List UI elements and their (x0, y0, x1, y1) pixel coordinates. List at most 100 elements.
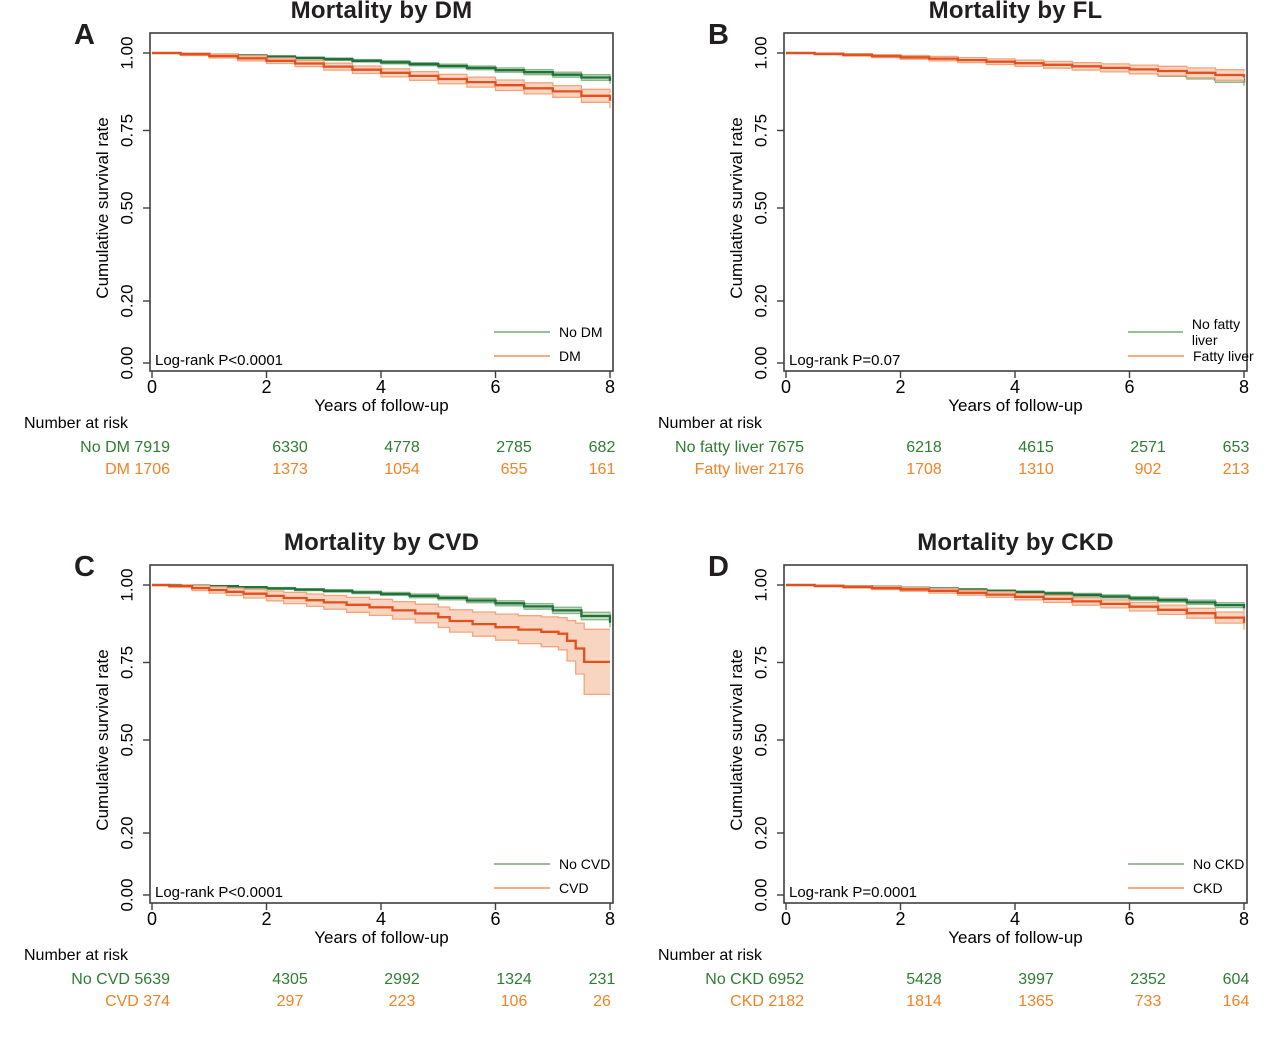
risk-count: 1373 (272, 461, 308, 478)
risk-row-label: CKD 2182 (730, 993, 804, 1010)
number-at-risk-table: Number at risk No DM 7919 6330 4778 2785 682… (0, 415, 634, 505)
x-axis-label: Years of follow-up (314, 928, 449, 947)
risk-count: 2571 (1130, 439, 1166, 456)
risk-count: 1708 (906, 461, 942, 478)
panel-mortality-by-ckd: D Mortality by CKD Cumulative survival r… (634, 513, 1268, 1026)
x-tick-label: 2 (895, 377, 905, 397)
x-tick-label: 2 (261, 909, 271, 929)
y-tick-label: 0.50 (117, 723, 136, 756)
panel-mortality-by-fl: B Mortality by FL Cumulative survival ra… (634, 0, 1268, 513)
km-plot: 0 2 4 6 8 0.00 0.20 0.50 0.75 1.00 (117, 564, 615, 929)
x-tick-label: 8 (1239, 377, 1249, 397)
x-tick-label: 8 (1239, 909, 1249, 929)
y-tick-label: 0.75 (751, 114, 770, 147)
y-tick-label: 0.75 (751, 646, 770, 679)
legend-line-green (1128, 863, 1184, 865)
panel-letter: C (74, 551, 95, 583)
legend-label: No DM (559, 324, 603, 340)
x-tick-label: 0 (147, 909, 157, 929)
legend-line-orange (494, 887, 550, 889)
risk-count: 1814 (906, 993, 942, 1010)
risk-row-label: CVD 374 (105, 993, 170, 1010)
panel-title: Mortality by CKD (917, 529, 1114, 556)
ci-band-orange (786, 53, 1244, 84)
risk-count: 604 (1222, 971, 1250, 988)
survival-curve-orange (786, 51, 1246, 78)
logrank-label: Log-rank P<0.0001 (155, 884, 284, 901)
y-tick-label: 0.20 (117, 284, 136, 317)
legend-label: No CKD (1193, 856, 1245, 872)
risk-row-label: No DM 7919 (80, 439, 170, 456)
legend-line-orange (1128, 887, 1184, 889)
risk-count: 5428 (906, 971, 942, 988)
legend: No CVD CVD (494, 852, 610, 900)
legend-row: DM (494, 344, 603, 368)
risk-count: 2352 (1130, 971, 1166, 988)
panel-letter: B (708, 19, 729, 51)
legend-label: No CVD (559, 856, 611, 872)
legend-line-green (494, 331, 550, 333)
risk-count: 1310 (1018, 461, 1054, 478)
risk-count: 106 (500, 993, 528, 1010)
y-tick-label: 0.75 (117, 114, 136, 147)
risk-table-header: Number at risk (24, 415, 129, 432)
x-tick-label: 2 (261, 377, 271, 397)
risk-count: 655 (500, 461, 528, 478)
survival-curve-orange (152, 51, 612, 101)
risk-table-header: Number at risk (658, 947, 763, 964)
risk-row-label: DM 1706 (105, 461, 170, 478)
km-plot: 0 2 4 6 8 0.00 0.20 0.50 0.75 1.00 (751, 564, 1249, 929)
x-tick-label: 0 (781, 377, 791, 397)
legend-label: CVD (559, 880, 589, 896)
legend-label: Fatty liver (1193, 348, 1254, 364)
legend: No CKD CKD (1128, 852, 1244, 900)
y-tick-label: 1.00 (751, 36, 770, 69)
legend-row: CKD (1128, 876, 1244, 900)
number-at-risk-table: Number at risk No CKD 6952 5428 3997 2352 60… (634, 947, 1268, 1037)
risk-count: 231 (588, 971, 616, 988)
risk-count: 6330 (272, 439, 308, 456)
survival-curve-orange (152, 583, 610, 664)
risk-count: 297 (276, 993, 304, 1010)
logrank-label: Log-rank P=0.07 (789, 352, 901, 369)
x-axis-label: Years of follow-up (948, 928, 1083, 947)
risk-count: 4305 (272, 971, 308, 988)
y-tick-label: 0.00 (751, 346, 770, 379)
y-tick-label: 0.75 (117, 646, 136, 679)
risk-count: 6218 (906, 439, 942, 456)
y-tick-label: 0.50 (117, 191, 136, 224)
risk-count: 3997 (1018, 971, 1054, 988)
panel-mortality-by-dm: A Mortality by DM Cumulative survival ra… (0, 0, 634, 513)
ci-band-orange (152, 585, 610, 695)
risk-row-label: No fatty liver 7675 (675, 439, 804, 456)
ci-upper-edge-orange (786, 52, 1245, 72)
legend-line-green (494, 863, 550, 865)
legend-row: No DM (494, 320, 603, 344)
legend-label: CKD (1193, 880, 1223, 896)
km-plot: 0 2 4 6 8 0.00 0.20 0.50 0.75 1.00 (117, 32, 615, 397)
x-tick-label: 4 (376, 377, 386, 397)
risk-count: 223 (388, 993, 416, 1010)
x-tick-label: 6 (490, 377, 500, 397)
ci-upper-edge-orange (152, 584, 610, 630)
risk-count: 2785 (496, 439, 532, 456)
legend: No DM DM (494, 320, 603, 368)
legend-row: No CKD (1128, 852, 1244, 876)
x-tick-label: 6 (1124, 909, 1134, 929)
risk-count: 653 (1222, 439, 1250, 456)
risk-count: 4615 (1018, 439, 1054, 456)
panel-title: Mortality by FL (928, 0, 1103, 24)
legend-line-green (1128, 331, 1183, 333)
risk-count: 733 (1134, 993, 1162, 1010)
risk-row-label: No CVD 5639 (71, 971, 170, 988)
risk-row-label: No CKD 6952 (705, 971, 804, 988)
x-tick-label: 8 (605, 377, 615, 397)
x-tick-label: 2 (895, 909, 905, 929)
x-tick-label: 4 (1010, 909, 1020, 929)
risk-count: 161 (588, 461, 616, 478)
panel-title: Mortality by DM (290, 0, 473, 24)
x-tick-label: 0 (781, 909, 791, 929)
y-tick-label: 0.50 (751, 191, 770, 224)
y-tick-label: 1.00 (117, 36, 136, 69)
